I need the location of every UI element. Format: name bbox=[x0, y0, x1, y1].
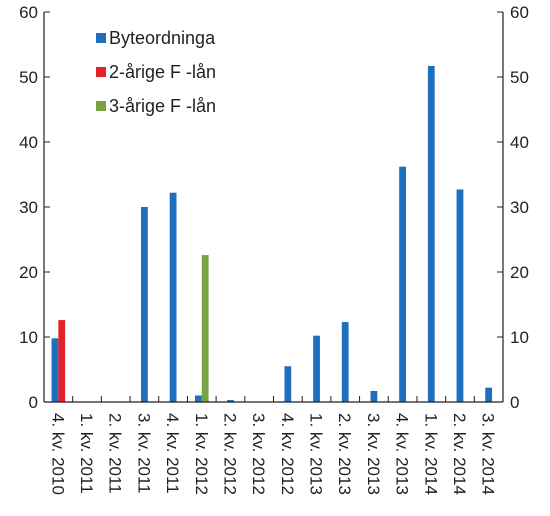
y-tick-label-right: 10 bbox=[510, 328, 529, 347]
y-tick-label-right: 50 bbox=[510, 68, 529, 87]
y-tick-label-right: 20 bbox=[510, 263, 529, 282]
legend-swatch-1 bbox=[96, 67, 106, 77]
bar-s0-c8 bbox=[284, 366, 292, 402]
legend-label-2: 3-årige F -lån bbox=[109, 96, 216, 116]
bar-s0-c9 bbox=[313, 335, 320, 402]
bar-s0-c6 bbox=[227, 400, 234, 402]
x-tick-label: 4. kv. 2012 bbox=[278, 413, 297, 495]
legend-swatch-2 bbox=[96, 101, 106, 111]
bar-s0-c13 bbox=[427, 65, 435, 402]
x-tick-label: 2. kv. 2012 bbox=[220, 413, 239, 495]
y-tick-label-left: 40 bbox=[19, 133, 38, 152]
bar-s0-c4 bbox=[169, 192, 177, 402]
bar-s0-c0 bbox=[51, 338, 59, 402]
bar-s0-c15 bbox=[485, 387, 493, 402]
y-tick-label-left: 20 bbox=[19, 263, 38, 282]
y-tick-label-left: 10 bbox=[19, 328, 38, 347]
y-tick-labels: 0 0 10 10 20 20 30 30 40 40 50 50 60 60 bbox=[19, 3, 529, 412]
y-tick-label-right: 30 bbox=[510, 198, 529, 217]
x-tick-label: 3. kv. 2013 bbox=[364, 413, 383, 495]
axes-layer bbox=[43, 11, 504, 403]
x-tick-label: 3. kv. 2012 bbox=[249, 413, 268, 495]
x-tick-label: 1. kv. 2013 bbox=[307, 413, 326, 495]
x-tick-label: 2. kv. 2014 bbox=[450, 413, 469, 495]
legend: Byteordninga 2-årige F -lån 3-årige F -lån bbox=[96, 28, 216, 116]
x-tick-label: 4. kv. 2011 bbox=[163, 413, 182, 494]
legend-label-1: 2-årige F -lån bbox=[109, 62, 216, 82]
bar-s2-c5 bbox=[201, 255, 209, 402]
x-tick-label: 2. kv. 2011 bbox=[106, 413, 125, 494]
y-tick-label-right: 40 bbox=[510, 133, 529, 152]
bar-s0-c5 bbox=[194, 395, 202, 402]
legend-swatch-0 bbox=[96, 33, 106, 43]
x-tick-label: 4. kv. 2010 bbox=[48, 413, 67, 495]
bars-layer bbox=[51, 65, 493, 402]
y-tick-label-left: 60 bbox=[19, 3, 38, 22]
y-tick-label-right: 0 bbox=[510, 393, 519, 412]
bar-s0-c10 bbox=[341, 322, 349, 402]
x-tick-label: 1. kv. 2012 bbox=[192, 413, 211, 495]
x-tick-label: 1. kv. 2014 bbox=[421, 413, 440, 495]
x-tick-label: 2. kv. 2013 bbox=[335, 413, 354, 495]
y-tick-label-left: 30 bbox=[19, 198, 38, 217]
y-tick-label-right: 60 bbox=[510, 3, 529, 22]
x-tick-label: 4. kv. 2013 bbox=[393, 413, 412, 495]
x-tick-labels: 4. kv. 2010 1. kv. 2011 2. kv. 2011 3. kv. … bbox=[48, 413, 497, 495]
bar-s1-c0 bbox=[58, 320, 66, 402]
bar-s0-c12 bbox=[399, 166, 406, 402]
y-tick-label-left: 50 bbox=[19, 68, 38, 87]
bar-s0-c11 bbox=[370, 390, 378, 402]
x-tick-label: 3. kv. 2011 bbox=[134, 413, 153, 494]
legend-label-0: Byteordninga bbox=[109, 28, 216, 48]
bar-s0-c3 bbox=[141, 207, 148, 402]
x-tick-label: 3. kv. 2014 bbox=[479, 413, 498, 495]
y-tick-label-left: 0 bbox=[29, 393, 38, 412]
x-tick-label: 1. kv. 2011 bbox=[77, 413, 96, 494]
bar-s0-c14 bbox=[456, 189, 464, 402]
